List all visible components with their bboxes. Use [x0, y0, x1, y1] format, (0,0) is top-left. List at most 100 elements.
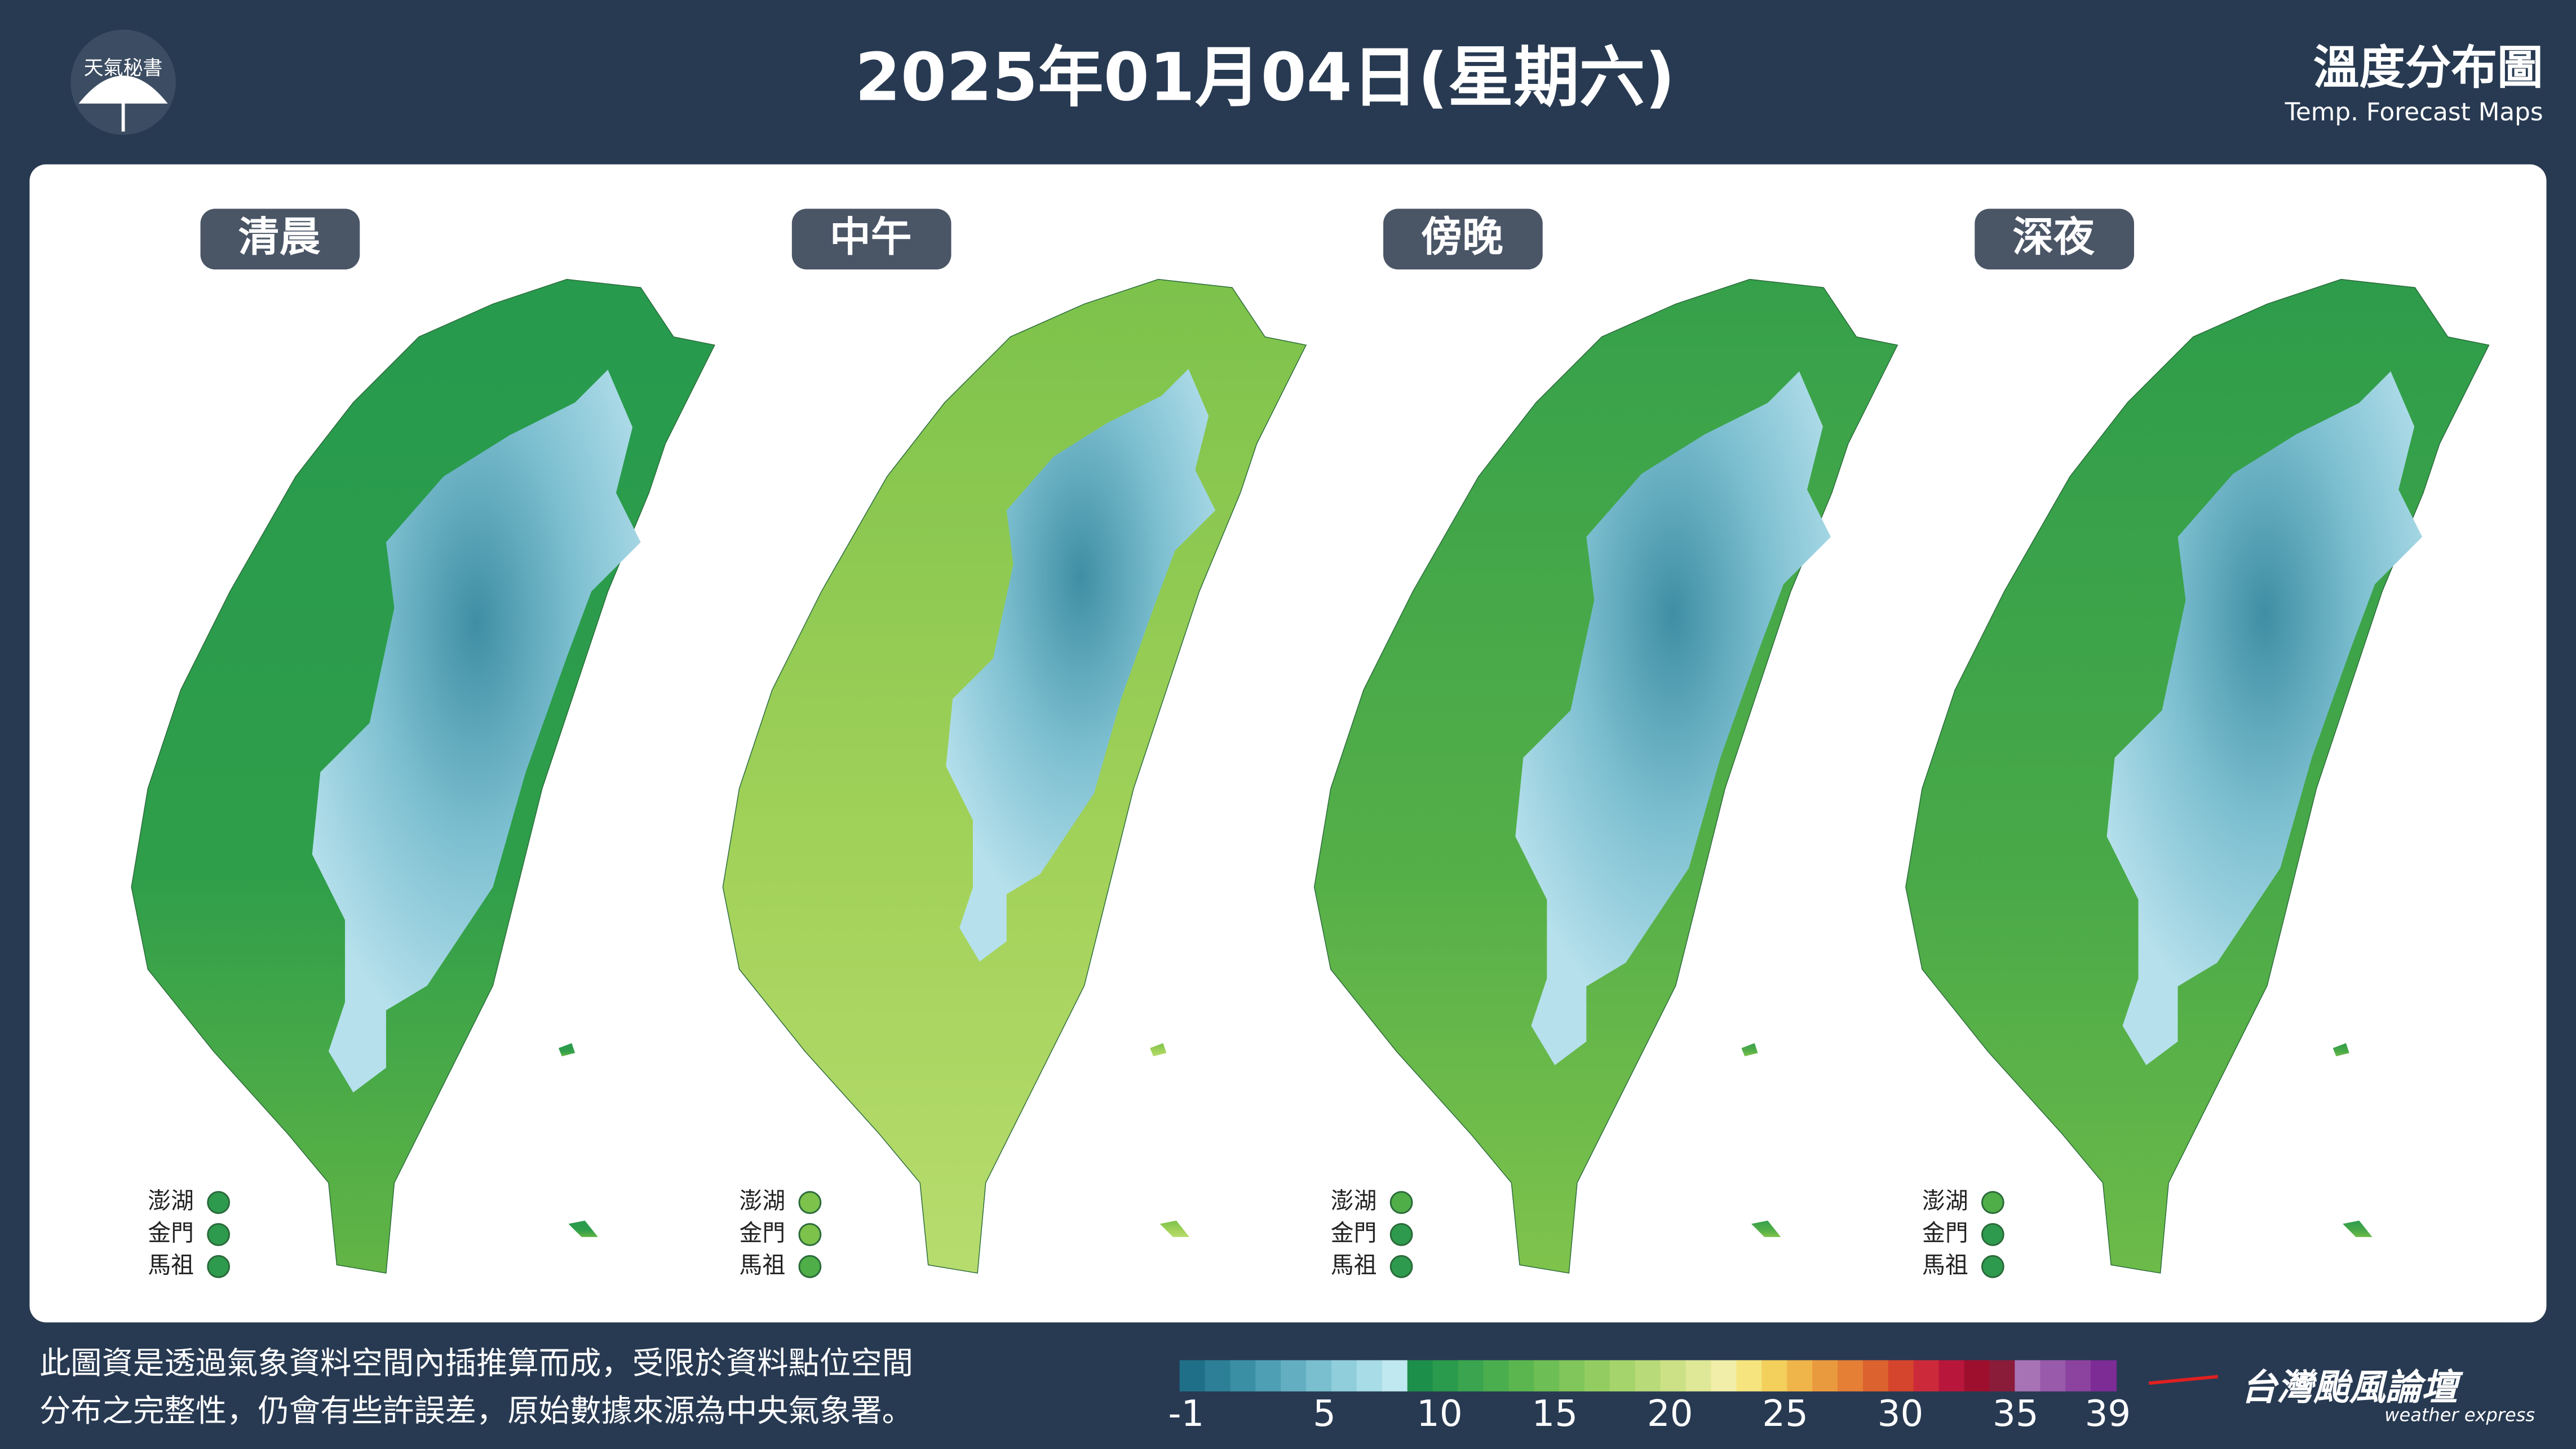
colorbar-swatch	[1609, 1360, 1636, 1392]
panel-label-bg	[791, 209, 951, 270]
panel-label-bg	[200, 209, 360, 270]
colorbar-swatch	[1331, 1360, 1358, 1392]
colorbar-swatch	[1382, 1360, 1408, 1392]
panel-label: 傍晚	[1421, 214, 1503, 262]
island-label: 金門	[1922, 1219, 1968, 1246]
footer-note: 分布之完整性，仍會有些許誤差，原始數據來源為中央氣象署。	[39, 1393, 913, 1429]
penghu	[1741, 1043, 1758, 1057]
colorbar-swatch	[1306, 1360, 1333, 1392]
island-label: 金門	[740, 1219, 786, 1246]
penghu	[558, 1043, 576, 1057]
brand-subtitle: Temp. Forecast Maps	[2285, 98, 2543, 126]
colorbar-swatch	[1913, 1360, 1940, 1392]
island-dot	[1389, 1191, 1413, 1215]
colorbar-swatch	[1432, 1360, 1459, 1392]
colorbar-swatch	[1281, 1360, 1307, 1392]
colorbar-swatch	[1179, 1360, 1206, 1392]
colorbar-swatch	[1761, 1360, 1788, 1392]
colorbar-swatch	[1736, 1360, 1763, 1392]
panel-label: 清晨	[238, 214, 321, 262]
brand-title: 溫度分布圖	[2313, 41, 2543, 95]
island-dot	[1981, 1255, 2004, 1278]
logo-text: 天氣秘書	[84, 57, 163, 80]
panel-label: 中午	[830, 214, 912, 262]
colorbar-swatch	[1255, 1360, 1282, 1392]
colorbar-swatch	[2040, 1360, 2066, 1392]
colorbar-swatch	[1964, 1360, 1990, 1392]
colorbar-tick-label: 15	[1532, 1393, 1578, 1435]
colorbar-tick-label: 39	[2085, 1393, 2131, 1435]
colorbar-swatch	[1458, 1360, 1484, 1392]
island-label: 澎湖	[1331, 1187, 1377, 1215]
footer-brand-sub: weather express	[2384, 1404, 2535, 1426]
colorbar-swatch	[1407, 1360, 1433, 1392]
green-island	[1751, 1220, 1781, 1237]
umbrella-icon	[78, 76, 168, 132]
title: 2025年01月04日(星期六)	[855, 40, 1675, 116]
island-dot	[1981, 1191, 2004, 1215]
colorbar-swatch	[1230, 1360, 1256, 1392]
island-label: 馬祖	[1922, 1251, 1968, 1278]
colorbar-swatch	[1888, 1360, 1914, 1392]
island-label: 馬祖	[1331, 1251, 1377, 1278]
island-dot	[1389, 1223, 1413, 1246]
colorbar-tick-label: 25	[1762, 1393, 1808, 1435]
colorbar-tick-label: -1	[1168, 1393, 1204, 1435]
island-dot	[798, 1191, 822, 1215]
island-label: 金門	[1331, 1219, 1377, 1246]
colorbar-swatch	[1685, 1360, 1712, 1392]
colorbar-swatch	[1483, 1360, 1510, 1392]
colorbar-swatch	[1862, 1360, 1889, 1392]
colorbar-tick-label: 30	[1878, 1393, 1924, 1435]
penghu	[1150, 1043, 1167, 1057]
colorbar-swatch	[1660, 1360, 1687, 1392]
colorbar-swatch	[1534, 1360, 1560, 1392]
colorbar-tick-label: 35	[1993, 1393, 2039, 1435]
footer-brand: 台灣颱風論壇	[2241, 1366, 2463, 1408]
colorbar-swatch	[1584, 1360, 1611, 1392]
island-dot	[798, 1255, 822, 1278]
colorbar-swatch	[2065, 1360, 2092, 1392]
colorbar-swatch	[1559, 1360, 1586, 1392]
island-label: 馬祖	[740, 1251, 786, 1278]
colorbar-swatch	[1508, 1360, 1535, 1392]
panel-label-bg	[1975, 209, 2134, 270]
island-dot	[207, 1191, 231, 1215]
colorbar-swatch	[1787, 1360, 1813, 1392]
colorbar-swatch	[2015, 1360, 2041, 1392]
colorbar-swatch	[1838, 1360, 1864, 1392]
green-island	[1159, 1220, 1190, 1237]
island-label: 澎湖	[1922, 1187, 1968, 1215]
colorbar-tick-label: 5	[1313, 1393, 1336, 1435]
island-dot	[207, 1223, 231, 1246]
colorbar-swatch	[2091, 1360, 2117, 1392]
colorbar-tick-label: 10	[1417, 1393, 1463, 1435]
colorbar-swatch	[1205, 1360, 1231, 1392]
green-island	[568, 1220, 598, 1237]
island-label: 馬祖	[148, 1251, 194, 1278]
panel-label: 深夜	[2012, 214, 2095, 262]
colorbar-tick-label: 20	[1647, 1393, 1693, 1435]
brand-stroke	[2148, 1375, 2218, 1385]
colorbar-swatch	[1635, 1360, 1661, 1392]
island-label: 澎湖	[740, 1187, 786, 1215]
colorbar-swatch	[1356, 1360, 1383, 1392]
penghu	[2332, 1043, 2349, 1057]
colorbar-swatch	[1812, 1360, 1839, 1392]
island-dot	[798, 1223, 822, 1246]
green-island	[2343, 1220, 2373, 1237]
island-dot	[207, 1255, 231, 1278]
colorbar-swatch	[1938, 1360, 1965, 1392]
colorbar-swatch	[1711, 1360, 1737, 1392]
colorbar-swatch	[1989, 1360, 2016, 1392]
island-label: 澎湖	[148, 1187, 194, 1215]
island-dot	[1981, 1223, 2004, 1246]
island-dot	[1389, 1255, 1413, 1278]
footer-note: 此圖資是透過氣象資料空間內插推算而成，受限於資料點位空間	[39, 1345, 913, 1381]
